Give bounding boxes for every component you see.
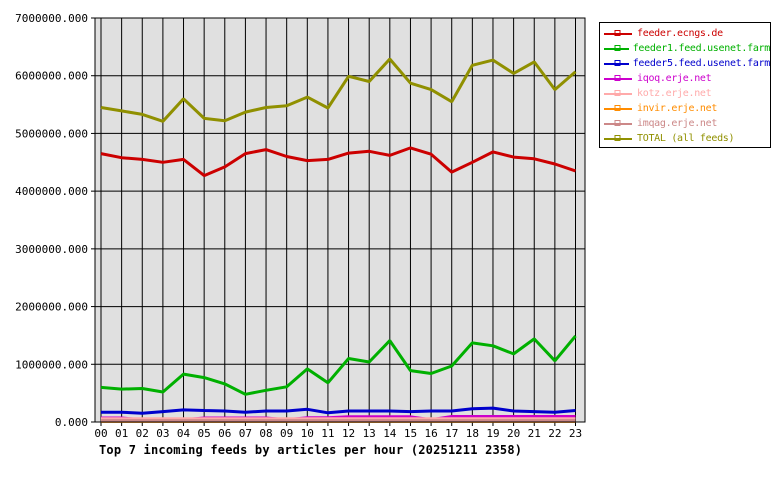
series-line-feeder5-feed-usenet-farm [101,406,576,415]
series-line-total-all-feeds- [100,57,577,123]
x-axis-tick-label: 17 [445,427,458,440]
x-axis-tick-label: 05 [198,427,211,440]
legend-marker-icon [604,135,632,141]
y-axis-tick-label: 5000000.000 [15,127,88,140]
legend-label: feeder1.feed.usenet.farm [632,43,771,54]
legend-label: TOTAL (all feeds) [637,133,735,144]
legend-item: feeder.ecngs.de [600,26,770,41]
legend-item: feeder5.feed.usenet.farm [600,56,770,71]
x-axis-tick-label: 11 [321,427,334,440]
x-axis-tick-label: 02 [136,427,149,440]
y-axis-tick-label: 0.000 [55,416,88,429]
y-axis-tick-label: 7000000.000 [15,12,88,25]
x-axis-tick-label: 03 [156,427,169,440]
x-axis-tick-label: 07 [239,427,252,440]
x-axis-tick-label: 21 [528,427,541,440]
legend-label: iqoq.erje.net [637,73,712,84]
x-axis-tick-label: 16 [424,427,437,440]
chart-title: Top 7 incoming feeds by articles per hou… [99,443,523,457]
x-axis-tick-label: 20 [507,427,520,440]
legend-item: imqag.erje.net [600,116,770,131]
x-axis-tick-label: 19 [486,427,499,440]
legend-label: invir.erje.net [637,103,718,114]
x-axis-tick-label: 06 [218,427,231,440]
legend-marker-icon [604,60,629,66]
legend-marker-icon [604,90,632,96]
x-axis-tick-label: 15 [404,427,417,440]
plot-border [94,17,586,423]
y-axis-tick-label: 2000000.000 [15,301,88,314]
x-axis-tick-label: 10 [301,427,314,440]
legend-label: imqag.erje.net [637,118,718,129]
x-axis-tick-label: 09 [280,427,293,440]
series-line-feeder1-feed-usenet-farm [100,335,577,396]
x-axis-tick-label: 23 [569,427,582,440]
legend-marker-icon [604,75,632,81]
legend-label: feeder.ecngs.de [637,28,723,39]
y-axis-tick-label: 4000000.000 [15,185,88,198]
legend-item: invir.erje.net [600,101,770,116]
x-axis-tick-label: 18 [466,427,479,440]
x-axis-tick-label: 04 [177,427,191,440]
legend-marker-icon [604,105,632,111]
legend-box: feeder.ecngs.de feeder1.feed.usenet.farm f… [599,22,771,148]
legend-item: kotz.erje.net [600,86,770,101]
x-axis-tick-label: 14 [383,427,397,440]
legend-marker-icon [604,30,632,36]
legend-marker-icon [604,45,629,51]
x-axis-tick-label: 00 [94,427,107,440]
x-axis-tick-label: 13 [363,427,376,440]
series-line-feeder-ecngs-de [100,146,576,177]
legend-item: feeder1.feed.usenet.farm [600,41,770,56]
x-axis-tick-label: 01 [115,427,128,440]
x-axis-tick-label: 08 [259,427,272,440]
legend-label: kotz.erje.net [637,88,712,99]
y-axis-tick-label: 6000000.000 [15,70,88,83]
legend-marker-icon [604,120,632,126]
x-axis-tick-label: 22 [548,427,561,440]
legend-label: feeder5.feed.usenet.farm [632,58,771,69]
legend-item: TOTAL (all feeds) [600,131,770,146]
y-axis-tick-label: 1000000.000 [15,358,88,371]
plot-background [95,18,585,422]
legend-item: iqoq.erje.net [600,71,770,86]
y-axis-tick-label: 3000000.000 [15,243,88,256]
x-axis-tick-label: 12 [342,427,355,440]
